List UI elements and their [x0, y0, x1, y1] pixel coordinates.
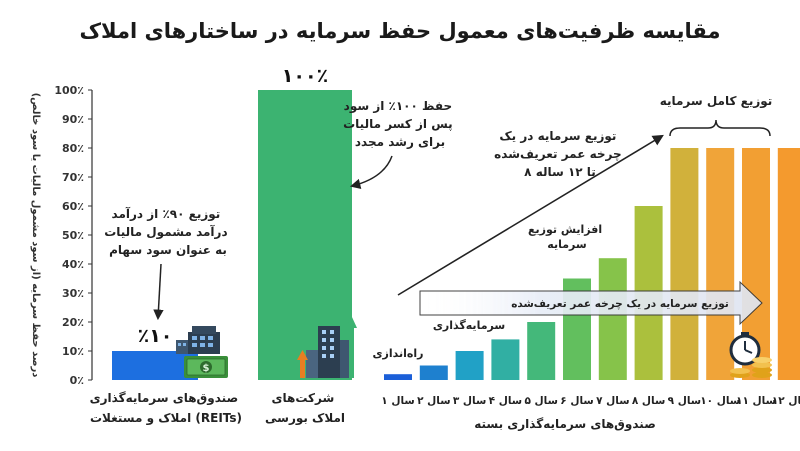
lifecycle-annotation-line-3: ۸ تا ۱۲ ساله: [524, 165, 596, 179]
group-label-closed-fund: صندوق‌های سرمایه‌گذاری بسته: [474, 417, 656, 432]
svg-text:$: $: [203, 363, 210, 374]
skyscraper-growth-icon: [297, 316, 357, 378]
bar-closed-fund: [419, 365, 448, 380]
group-label-listed-line-2: املاک بورسی: [265, 411, 345, 426]
x-tick-label: سال ۱: [381, 395, 414, 407]
launch-annotation: راه‌اندازی: [372, 347, 423, 360]
bar-closed-fund: [527, 322, 556, 380]
y-tick-label: 60٪: [62, 200, 84, 213]
listed-annotation-line-3: برای رشد مجدد: [355, 135, 445, 149]
reit-annotation-arrow: [153, 263, 164, 321]
reit-annotation: توزیع ۹۰٪ از درآمد درآمد مشمول مالیات به…: [104, 206, 232, 258]
group-label-reits-line-2: املاک و مستغلات (REITs): [90, 411, 242, 426]
reit-annotation-line-3: به عنوان سود سهام: [109, 243, 227, 258]
clock-coins-icon: [729, 332, 772, 378]
y-tick-label: 100٪: [54, 84, 84, 97]
x-tick-label: سال ۱۰: [700, 395, 740, 407]
bar-closed-fund: [777, 148, 800, 380]
full-distribution-bracket: [669, 119, 771, 137]
bar-closed-fund: [706, 148, 735, 380]
x-tick-label: سال ۶: [560, 395, 593, 407]
x-label-group: سال ۱ سال ۲ سال ۳ سال ۴ سال ۵ سال ۶ سال ۷ سال ۸…: [381, 395, 800, 407]
bar-reits: [112, 351, 198, 380]
increase-annotation: افزایش توزیع سرمایه: [528, 223, 606, 251]
dollar-bill-icon: $: [184, 356, 228, 378]
group-label-reits-line-1: صندوق‌های سرمایه‌گذاری: [90, 391, 239, 406]
y-tick-label: 30٪: [62, 287, 84, 300]
group-label-listed-line-1: شرکت‌های: [272, 391, 335, 405]
listed-annotation: حفظ ۱۰۰٪ از سود پس از کسر مالیات برای رش…: [343, 99, 457, 149]
listed-annotation-line-2: پس از کسر مالیات: [343, 117, 453, 131]
reit-annotation-line-1: توزیع ۹۰٪ از درآمد: [112, 206, 221, 222]
increase-annotation-line-2: سرمایه: [547, 238, 586, 251]
bar-closed-fund: [384, 374, 412, 380]
lifecycle-trend-arrow: [397, 134, 664, 296]
reit-annotation-line-2: درآمد مشمول مالیات: [104, 224, 227, 240]
bar-closed-fund: [491, 339, 520, 380]
y-axis-label: درصد حفظ سرمایه (از سود مشمول مالیات یا …: [30, 93, 41, 378]
lifecycle-annotation-line-1: توزیع سرمایه در یک: [499, 129, 616, 144]
group-label-reits: صندوق‌های سرمایه‌گذاری املاک و مستغلات (…: [90, 391, 243, 426]
lifecycle-banner-arrow: [419, 280, 763, 326]
x-tick-label: سال ۱۱: [736, 395, 776, 407]
group-label-listed: شرکت‌های املاک بورسی: [265, 391, 345, 426]
lifecycle-annotation-line-2: چرخه عمر تعریف‌شده: [494, 147, 621, 161]
y-tick-label: 80٪: [62, 142, 84, 155]
listed-value-label: ۱۰۰٪: [282, 65, 328, 87]
x-tick-label: سال ۷: [596, 395, 629, 407]
y-tick-label: 90٪: [62, 113, 84, 126]
x-tick-label: سال ۴: [489, 395, 522, 407]
chart-title: مقایسه ظرفیت‌های معمول حفظ سرمایه در ساخ…: [80, 19, 721, 43]
y-tick-group: 0٪ 10٪ 20٪ 30٪ 40٪ 50٪ 60٪ 70٪ 80٪ 90٪ 100٪: [54, 84, 92, 387]
x-tick-label: سال ۱۲: [772, 395, 800, 407]
y-tick-label: 0٪: [70, 374, 84, 387]
y-tick-label: 10٪: [62, 345, 84, 358]
y-tick-label: 20٪: [62, 316, 84, 329]
bar-closed-fund: [598, 258, 627, 380]
x-tick-label: سال ۳: [453, 395, 486, 407]
x-tick-label: سال ۹: [668, 395, 701, 407]
listed-annotation-line-1: حفظ ۱۰۰٪ از سود: [344, 99, 452, 114]
reit-value-label: ٪۱۰: [138, 325, 173, 347]
y-tick-label: 50٪: [62, 229, 84, 242]
listed-annotation-arrow: [349, 155, 393, 190]
x-tick-label: سال ۸: [632, 395, 665, 407]
y-tick-label: 40٪: [62, 258, 84, 271]
y-tick-label: 70٪: [62, 171, 84, 184]
bar-closed-fund: [670, 148, 699, 380]
x-tick-label: سال ۵: [524, 395, 557, 407]
investment-annotation: سرمایه‌گذاری: [433, 319, 505, 332]
increase-annotation-line-1: افزایش توزیع: [528, 223, 602, 236]
bar-closed-fund: [455, 351, 484, 380]
x-tick-label: سال ۲: [417, 395, 450, 407]
office-buildings-icon: [176, 326, 220, 354]
lifecycle-annotation: توزیع سرمایه در یک چرخه عمر تعریف‌شده ۸ …: [494, 129, 626, 179]
full-distribution-annotation: توزیع کامل سرمایه: [660, 94, 773, 109]
lifecycle-banner-text: توزیع سرمایه در یک چرخه عمر تعریف‌شده: [511, 298, 729, 310]
